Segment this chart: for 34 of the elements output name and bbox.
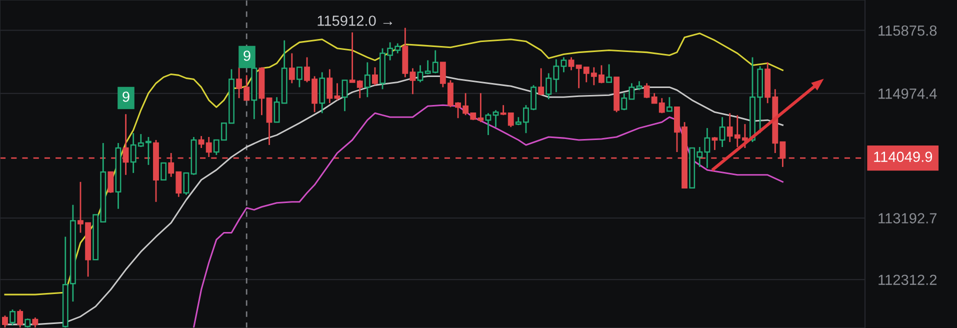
annotation: 115912.0 → (318, 16, 392, 26)
candlestick (2, 314, 8, 328)
candlestick (606, 64, 612, 83)
candlestick (538, 68, 544, 96)
candlestick (410, 68, 416, 95)
candlestick (10, 308, 16, 326)
ref-line-label: 114049.9 (874, 152, 932, 162)
candlestick (417, 64, 424, 83)
y-tick-label: 112312.2 (878, 274, 937, 286)
candlestick (296, 66, 302, 88)
y-tick-label: 115875.8 (878, 25, 937, 36)
candlestick (485, 112, 492, 136)
y-tick-label: 114974.4 (878, 88, 937, 99)
candlestick (568, 56, 574, 71)
annotation: 9 (244, 50, 250, 61)
line-series (192, 104, 784, 328)
line-series (4, 32, 784, 296)
candlestick (666, 96, 672, 112)
candlestick (183, 172, 190, 196)
candlestick (492, 109, 499, 128)
candlestick (364, 62, 370, 98)
candlestick (17, 308, 24, 328)
candlestick (342, 80, 348, 112)
candlestick (108, 171, 114, 194)
annotation: 9 (122, 92, 130, 102)
y-tick-label: 113192.7 (878, 213, 937, 224)
candlestick (32, 316, 38, 328)
candlestick (560, 56, 567, 73)
candlestick (288, 52, 295, 84)
candlestick (160, 162, 167, 180)
candlestick (712, 136, 718, 151)
candlestick (719, 116, 726, 148)
candlestick (266, 97, 272, 146)
candlestick (372, 66, 378, 86)
